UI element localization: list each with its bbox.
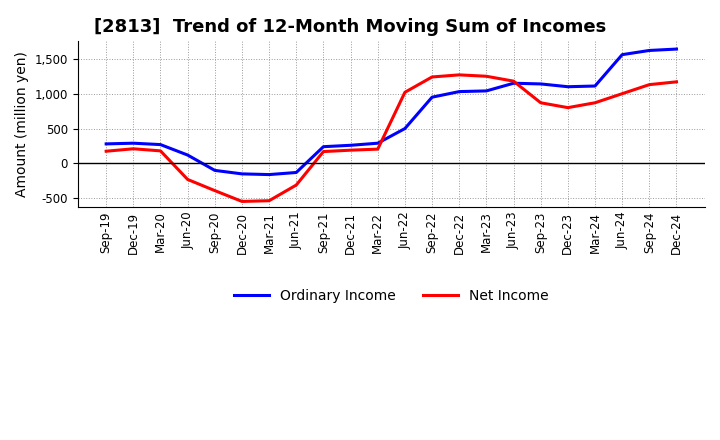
- Ordinary Income: [184, 152, 192, 158]
- Net Income: [184, 177, 192, 182]
- Net Income: [265, 198, 274, 203]
- Net Income: [374, 147, 382, 152]
- Ordinary Income: [672, 47, 681, 52]
- Ordinary Income: [564, 84, 572, 89]
- Text: [2813]  Trend of 12-Month Moving Sum of Incomes: [2813] Trend of 12-Month Moving Sum of I…: [94, 18, 606, 36]
- Ordinary Income: [346, 143, 355, 148]
- Line: Ordinary Income: Ordinary Income: [106, 49, 677, 175]
- Net Income: [536, 100, 545, 106]
- Net Income: [672, 79, 681, 84]
- Ordinary Income: [156, 142, 165, 147]
- Ordinary Income: [590, 84, 599, 89]
- Y-axis label: Amount (million yen): Amount (million yen): [15, 51, 29, 197]
- Net Income: [129, 146, 138, 151]
- Net Income: [618, 91, 626, 96]
- Net Income: [455, 72, 464, 77]
- Ordinary Income: [400, 126, 409, 131]
- Ordinary Income: [374, 140, 382, 146]
- Net Income: [156, 148, 165, 154]
- Net Income: [564, 105, 572, 110]
- Ordinary Income: [509, 81, 518, 86]
- Ordinary Income: [265, 172, 274, 177]
- Net Income: [590, 100, 599, 106]
- Ordinary Income: [102, 141, 110, 147]
- Ordinary Income: [319, 144, 328, 149]
- Ordinary Income: [482, 88, 491, 94]
- Net Income: [400, 90, 409, 95]
- Net Income: [428, 74, 436, 80]
- Ordinary Income: [618, 52, 626, 57]
- Ordinary Income: [292, 170, 300, 175]
- Line: Net Income: Net Income: [106, 75, 677, 202]
- Net Income: [509, 78, 518, 84]
- Net Income: [645, 82, 654, 87]
- Net Income: [346, 147, 355, 153]
- Net Income: [210, 188, 219, 193]
- Ordinary Income: [428, 95, 436, 100]
- Ordinary Income: [210, 168, 219, 173]
- Ordinary Income: [238, 171, 246, 176]
- Net Income: [238, 199, 246, 204]
- Net Income: [292, 183, 300, 188]
- Ordinary Income: [536, 81, 545, 87]
- Net Income: [102, 149, 110, 154]
- Legend: Ordinary Income, Net Income: Ordinary Income, Net Income: [228, 283, 554, 308]
- Net Income: [319, 149, 328, 154]
- Ordinary Income: [129, 140, 138, 146]
- Ordinary Income: [455, 89, 464, 94]
- Ordinary Income: [645, 48, 654, 53]
- Net Income: [482, 73, 491, 79]
